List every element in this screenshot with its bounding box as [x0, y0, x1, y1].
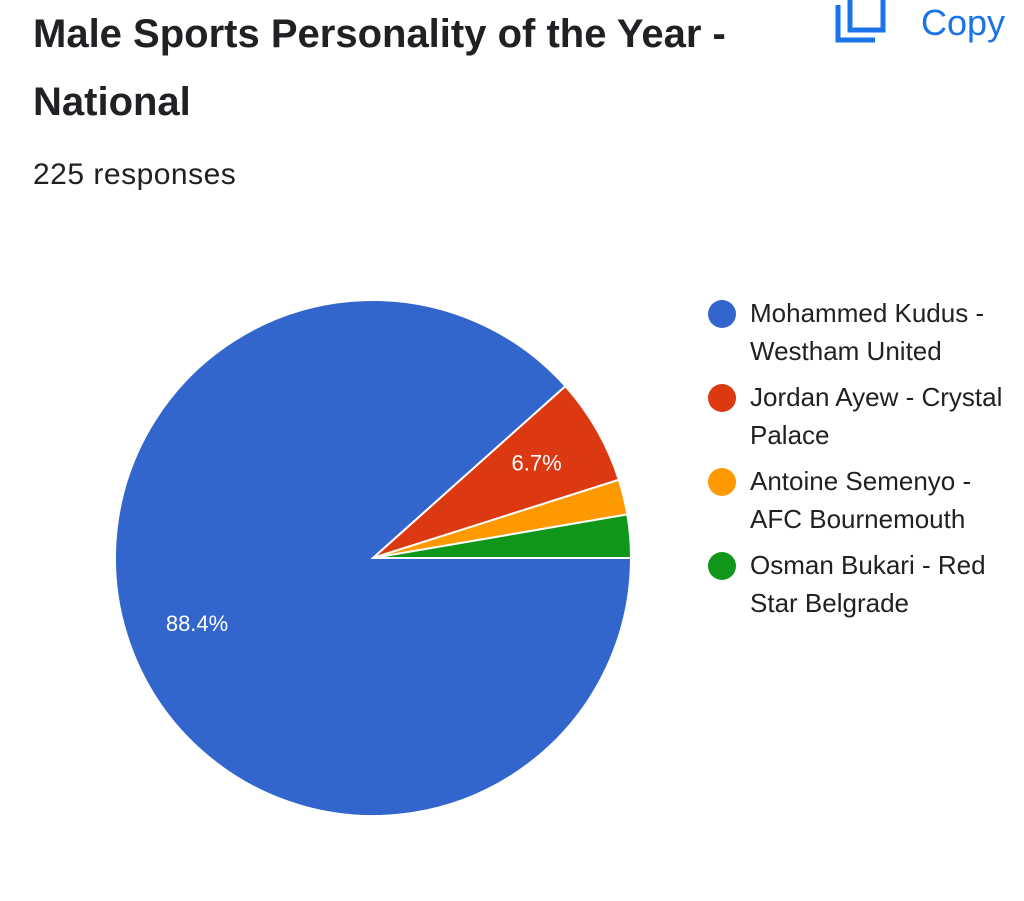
pie-slice [372, 384, 621, 559]
legend: Mohammed Kudus - Westham United Jordan Ay… [706, 294, 1024, 630]
legend-label: Osman Bukari - Red Star Belgrade [750, 550, 986, 618]
pie-chart: 88.4% 6.7% [114, 299, 633, 817]
legend-item: Antoine Semenyo - AFC Bournemouth [706, 462, 1020, 538]
legend-label: Antoine Semenyo - AFC Bournemouth [750, 466, 972, 534]
legend-item: Jordan Ayew - Crystal Palace [706, 378, 1020, 454]
legend-item: Osman Bukari - Red Star Belgrade [706, 546, 1020, 622]
legend-label: Jordan Ayew - Crystal Palace [750, 382, 1003, 450]
slice-label: 6.7% [512, 450, 562, 475]
chart-title: Male Sports Personality of the Year - Na… [33, 12, 726, 124]
copy-label: Copy [921, 2, 1006, 43]
copy-icon [835, 0, 886, 43]
legend-item: Mohammed Kudus - Westham United [706, 294, 1020, 370]
legend-swatch [708, 552, 736, 580]
copy-button[interactable]: Copy [835, 0, 1024, 50]
legend-swatch [708, 468, 736, 496]
legend-swatch [708, 300, 736, 328]
response-count: 225 responses [33, 158, 237, 191]
legend-swatch [708, 384, 736, 412]
legend-label: Mohammed Kudus - Westham United [750, 298, 985, 366]
slice-label: 88.4% [166, 611, 228, 636]
pie-slice [372, 513, 633, 559]
